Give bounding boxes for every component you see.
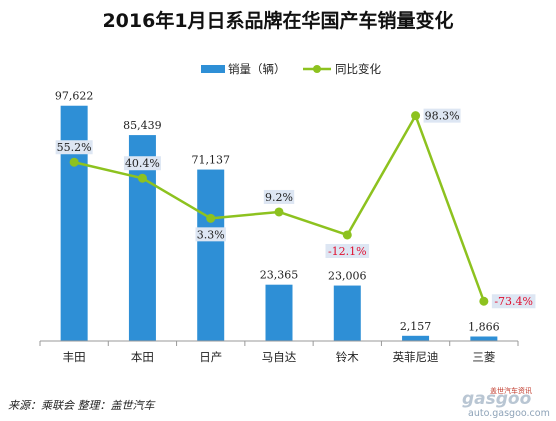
percent-label-box xyxy=(123,156,161,171)
chart-title: 2016年1月日系品牌在华国产车销量变化 xyxy=(102,9,453,32)
category-label: 三菱 xyxy=(472,350,495,364)
percent-label-box xyxy=(263,189,295,204)
percent-label: -73.4% xyxy=(494,295,533,308)
percent-label-box xyxy=(325,243,370,258)
bar-value-labels: 97,622 85,439 71,137 23,365 23,006 2,157 1,866 xyxy=(55,90,500,334)
line-point xyxy=(342,230,352,240)
percent-label: 40.4% xyxy=(125,157,160,170)
percent-labels: 55.2% 40.4% 3.3% 9.2% -12.1% 98.3% -73.4% xyxy=(55,108,536,309)
watermark-logo: gasgoo xyxy=(462,389,532,409)
line-point xyxy=(479,296,489,306)
percent-label: 98.3% xyxy=(425,110,460,123)
line-point xyxy=(137,173,147,183)
bar xyxy=(402,335,430,341)
percent-label: 3.3% xyxy=(197,228,225,241)
bar xyxy=(470,336,498,341)
bar-value-label: 23,006 xyxy=(328,270,367,283)
bar-value-label: 85,439 xyxy=(123,119,162,132)
legend-bar-label: 销量（辆） xyxy=(228,62,286,76)
percent-label-box xyxy=(491,294,536,309)
line-point xyxy=(274,207,284,217)
category-label: 丰田 xyxy=(63,350,86,364)
line-point xyxy=(411,111,421,121)
bar xyxy=(265,284,293,341)
percent-label: 55.2% xyxy=(57,141,92,154)
line-point xyxy=(206,213,216,223)
watermark-brand: 盖世汽车资讯 xyxy=(490,386,532,395)
percent-label-box xyxy=(55,140,93,155)
bar xyxy=(197,169,225,341)
category-label: 马自达 xyxy=(262,350,297,364)
legend: 销量（辆） 同比变化 xyxy=(201,62,381,76)
bar-value-label: 23,365 xyxy=(260,269,299,282)
line-point xyxy=(69,157,79,167)
x-axis-ticks xyxy=(39,341,519,346)
line-series xyxy=(69,111,489,306)
category-labels: 丰田 本田 日产 马自达 铃木 英菲尼迪 三菱 xyxy=(63,350,496,364)
percent-label: -12.1% xyxy=(328,245,367,258)
category-label: 英菲尼迪 xyxy=(393,350,439,364)
bar-series xyxy=(60,105,498,341)
category-label: 铃木 xyxy=(336,350,359,364)
percent-label-box xyxy=(195,227,226,242)
category-label: 本田 xyxy=(131,350,154,364)
percent-label: 9.2% xyxy=(265,191,293,204)
bar-value-label: 71,137 xyxy=(191,154,230,167)
watermark-url: auto.gasgoo.com xyxy=(468,408,550,419)
legend-line-marker xyxy=(313,65,321,73)
legend-bar-swatch xyxy=(201,65,225,73)
percent-label-box xyxy=(423,108,461,123)
bar-value-label: 1,866 xyxy=(468,321,500,334)
source-note: 来源：乘联会 整理：盖世汽车 xyxy=(8,399,156,412)
bar-value-label: 97,622 xyxy=(55,90,94,103)
bar xyxy=(333,285,361,341)
bar-value-label: 2,157 xyxy=(400,320,432,333)
legend-line-label: 同比变化 xyxy=(335,62,381,76)
watermark: 盖世汽车资讯 gasgoo auto.gasgoo.com xyxy=(462,386,550,419)
category-label: 日产 xyxy=(199,350,222,364)
